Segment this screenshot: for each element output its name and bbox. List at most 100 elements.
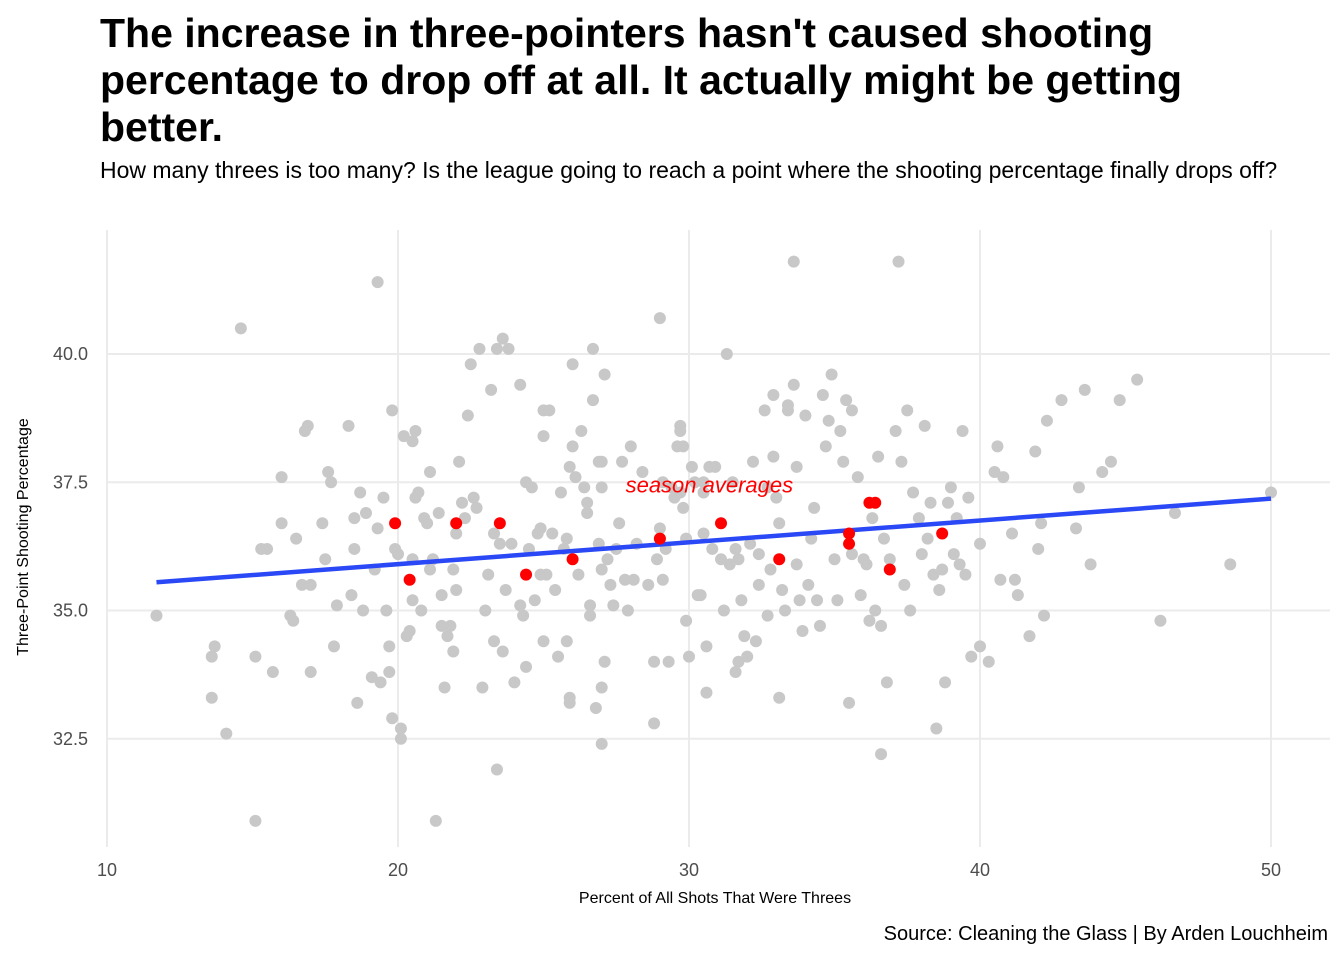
team-point — [1038, 609, 1051, 622]
team-point — [514, 378, 527, 391]
team-point — [944, 481, 957, 494]
team-point — [656, 476, 669, 489]
team-point — [412, 486, 425, 499]
team-point — [796, 625, 809, 638]
team-point — [898, 578, 911, 591]
team-point — [534, 522, 547, 535]
team-point — [837, 455, 850, 468]
team-point — [496, 645, 509, 658]
team-point — [464, 358, 477, 371]
team-point — [584, 609, 597, 622]
team-point — [752, 548, 765, 561]
team-point — [499, 583, 512, 596]
team-point — [554, 486, 567, 499]
team-point — [371, 522, 384, 535]
team-point — [290, 532, 303, 545]
team-point — [749, 635, 762, 648]
x-tick-label: 30 — [679, 860, 699, 880]
team-point — [1040, 414, 1053, 427]
x-axis-title: Percent of All Shots That Were Threes — [579, 890, 851, 907]
team-point — [348, 512, 361, 525]
team-point — [220, 727, 233, 740]
team-point — [490, 763, 503, 776]
team-point — [779, 604, 792, 617]
team-point — [394, 722, 407, 735]
team-point — [528, 594, 541, 607]
team-point — [618, 573, 631, 586]
team-point — [1131, 373, 1144, 386]
team-point — [831, 594, 844, 607]
team-point — [595, 455, 608, 468]
team-point — [586, 342, 599, 355]
team-point — [476, 681, 489, 694]
team-point — [715, 553, 728, 566]
team-point — [854, 589, 867, 602]
team-point — [825, 368, 838, 381]
team-point — [653, 312, 666, 325]
team-point — [741, 650, 754, 663]
team-point — [799, 409, 812, 422]
team-point — [776, 583, 789, 596]
trend-line — [156, 496, 1272, 585]
team-point — [811, 594, 824, 607]
team-point — [729, 542, 742, 555]
team-point — [994, 573, 1007, 586]
team-point — [674, 486, 687, 499]
team-point — [747, 455, 760, 468]
team-point — [488, 635, 501, 648]
season-average-point — [653, 532, 666, 545]
team-point — [965, 650, 978, 663]
team-point — [537, 430, 550, 443]
team-point — [543, 404, 556, 417]
team-point — [249, 650, 262, 663]
team-point — [982, 655, 995, 668]
team-point — [1006, 527, 1019, 540]
team-point — [275, 471, 288, 484]
x-tick-label: 50 — [1261, 860, 1281, 880]
team-point — [1023, 630, 1036, 643]
team-point — [447, 563, 460, 576]
team-point — [304, 578, 317, 591]
team-point — [383, 666, 396, 679]
team-point — [700, 686, 713, 699]
team-point — [665, 481, 678, 494]
team-point — [988, 465, 1001, 478]
team-point — [572, 568, 585, 581]
team-point — [438, 681, 451, 694]
team-point — [508, 676, 521, 689]
team-point — [901, 404, 914, 417]
team-point — [802, 578, 815, 591]
team-point — [598, 655, 611, 668]
team-point — [496, 332, 509, 345]
team-point — [613, 517, 626, 530]
team-point — [744, 537, 757, 550]
team-point — [624, 440, 637, 453]
team-point — [493, 537, 506, 550]
team-point — [1084, 558, 1097, 571]
team-point — [616, 455, 629, 468]
team-point — [435, 589, 448, 602]
team-point — [883, 553, 896, 566]
team-point — [563, 696, 576, 709]
team-point — [930, 722, 943, 735]
team-point — [1224, 558, 1237, 571]
team-point — [793, 594, 806, 607]
team-point — [595, 563, 608, 576]
team-point — [447, 645, 460, 658]
team-point — [880, 676, 893, 689]
team-point — [345, 589, 358, 602]
team-point — [723, 558, 736, 571]
team-point — [627, 573, 640, 586]
team-point — [575, 424, 588, 437]
team-point — [435, 619, 448, 632]
team-point — [828, 553, 841, 566]
team-point — [822, 414, 835, 427]
team-point — [473, 342, 486, 355]
y-axis-title: Three-Point Shooting Percentage — [15, 418, 32, 656]
team-point — [374, 676, 387, 689]
x-tick-label: 40 — [970, 860, 990, 880]
chart-caption: Source: Cleaning the Glass | By Arden Lo… — [883, 923, 1328, 945]
team-point — [787, 255, 800, 268]
team-point — [974, 537, 986, 550]
team-point — [636, 465, 649, 478]
